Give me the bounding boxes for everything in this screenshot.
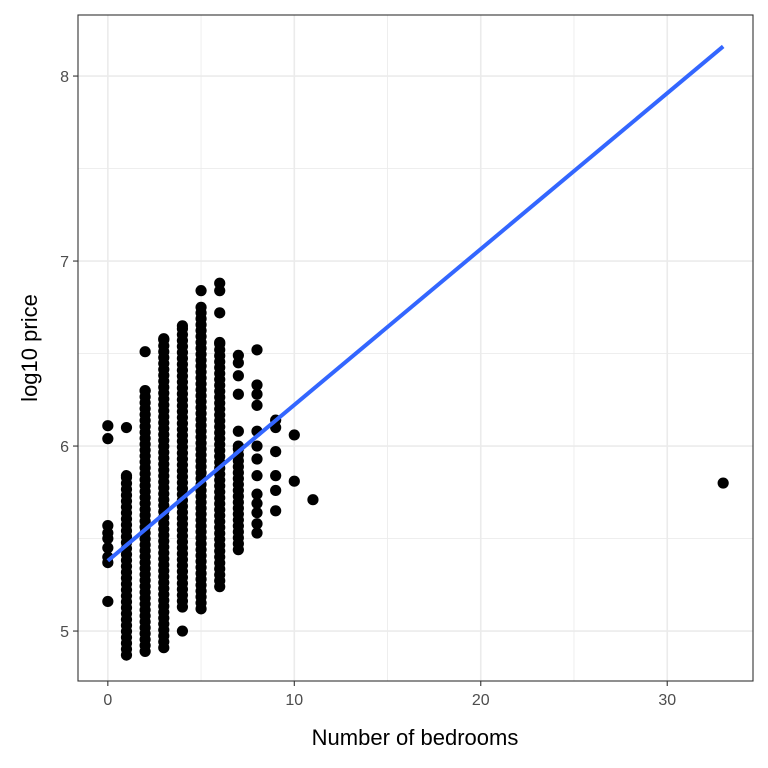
data-point [251, 440, 263, 452]
data-point [214, 336, 226, 349]
data-point [251, 527, 263, 539]
data-point [232, 425, 244, 437]
data-point [251, 453, 263, 465]
data-point [251, 388, 263, 400]
data-point [251, 497, 263, 509]
regression-line-group [106, 44, 725, 563]
data-point [102, 520, 114, 532]
data-point [139, 384, 151, 397]
data-point [251, 344, 263, 356]
data-point [176, 320, 189, 332]
data-point [120, 470, 133, 482]
data-point [158, 333, 170, 345]
data-point [102, 420, 114, 432]
data-point [139, 346, 151, 358]
data-point [232, 388, 244, 400]
data-point [288, 475, 300, 487]
data-point [195, 285, 207, 297]
data-point [251, 399, 263, 411]
data-point [214, 277, 226, 289]
data-point [288, 429, 300, 441]
x-tick-label: 0 [103, 692, 112, 709]
data-point [251, 507, 263, 519]
panel-background [78, 15, 753, 681]
x-axis: 0 10 20 30 [103, 681, 676, 709]
y-axis: 5 6 7 8 [60, 69, 78, 641]
data-point [251, 470, 263, 482]
x-tick-label: 10 [285, 692, 303, 709]
data-point [232, 370, 244, 382]
y-tick-label: 8 [60, 69, 69, 86]
data-point [120, 421, 133, 434]
data-point [195, 301, 207, 313]
regression-line [106, 44, 725, 563]
data-point [717, 477, 729, 489]
x-tick-label: 30 [658, 692, 676, 709]
panel-border [77, 14, 754, 682]
data-point [102, 542, 114, 554]
data-points [102, 277, 729, 661]
data-point [270, 446, 282, 458]
data-point [251, 379, 263, 391]
y-axis-title: log10 price [17, 294, 42, 402]
data-point [232, 349, 244, 361]
x-axis-title: Number of bedrooms [312, 725, 519, 750]
data-point [176, 625, 189, 637]
data-point [251, 518, 263, 530]
data-point [102, 595, 114, 608]
data-point [102, 433, 114, 445]
y-tick-label: 7 [60, 254, 69, 271]
data-point [270, 505, 282, 517]
data-point [214, 307, 226, 319]
data-point [251, 488, 263, 500]
grid-major [78, 15, 753, 681]
y-tick-label: 5 [60, 624, 69, 641]
data-point [307, 494, 319, 506]
x-tick-label: 20 [472, 692, 490, 709]
y-tick-label: 6 [60, 439, 69, 456]
plot-panel [77, 14, 754, 682]
data-point [270, 484, 282, 497]
data-point [270, 470, 282, 482]
